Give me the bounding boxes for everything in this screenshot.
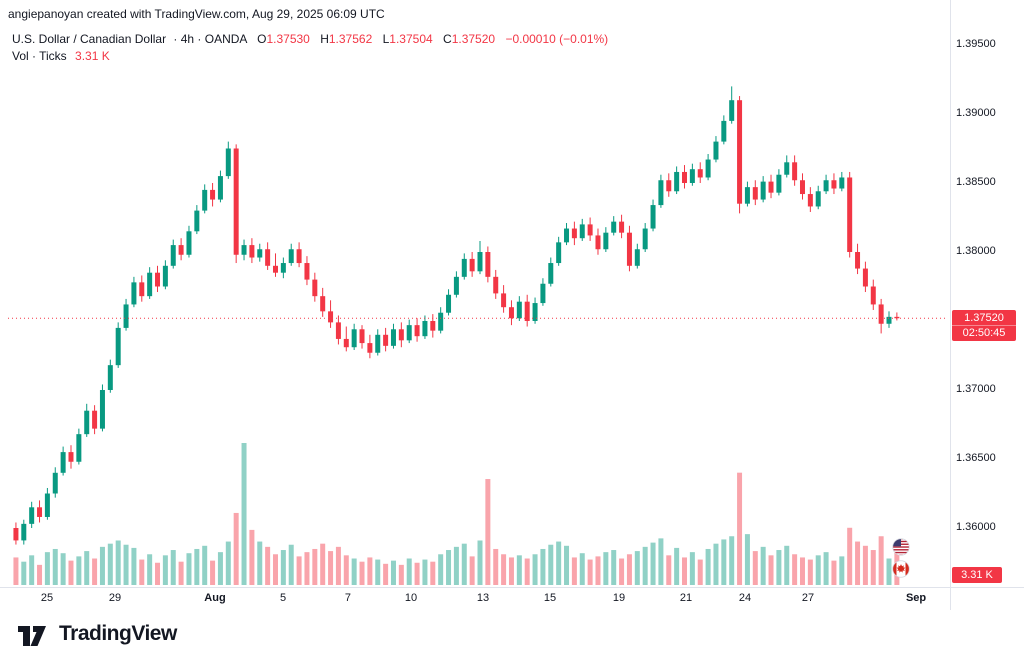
open-label: O [257, 32, 267, 46]
price-axis-label: 1.39000 [956, 107, 996, 119]
legend-line-volume: Vol · Ticks 3.31 K [12, 48, 608, 65]
price-axis-label: 1.36500 [956, 452, 996, 464]
price-axis-label: 1.39500 [956, 38, 996, 50]
time-axis-label: 19 [612, 592, 626, 604]
last-price-value: 1.37520 [964, 312, 1004, 325]
usd-flag-icon [892, 538, 910, 561]
price-scale[interactable]: 1.395001.390001.385001.380001.375001.370… [950, 0, 1024, 610]
symbol-title[interactable]: U.S. Dollar / Canadian Dollar [12, 32, 167, 46]
time-axis-label: 7 [344, 592, 352, 604]
price-axis-label: 1.38500 [956, 176, 996, 188]
high-label: H [320, 32, 329, 46]
time-axis-label: 15 [543, 592, 557, 604]
attribution-text: angiepanoyan created with TradingView.co… [8, 7, 385, 21]
time-scale[interactable]: 25 29 Aug 5 7 10 13 15 19 21 24 27 Sep [0, 588, 1024, 612]
bar-countdown: 02:50:45 [952, 325, 1016, 341]
tradingview-logo-text: TradingView [59, 622, 177, 645]
volume-value: 3.31 K [75, 49, 110, 63]
price-axis-label: 1.36000 [956, 521, 996, 533]
volume-label: Vol · Ticks [12, 49, 67, 63]
time-axis-label: 13 [476, 592, 490, 604]
tradingview-logo[interactable]: TradingView [16, 620, 177, 648]
time-axis-label: 29 [108, 592, 122, 604]
time-axis-label: 21 [679, 592, 693, 604]
symbol-meta: · 4h · OANDA [173, 32, 247, 46]
high-value: 1.37562 [328, 32, 373, 46]
cad-flag-icon [892, 560, 910, 583]
volume-axis-badge: 3.31 K [952, 567, 1002, 583]
low-value: 1.37504 [389, 32, 433, 46]
open-value: 1.37530 [266, 32, 310, 46]
legend-line-symbol: U.S. Dollar / Canadian Dollar · 4h · OAN… [12, 31, 608, 48]
time-axis-label: 25 [40, 592, 54, 604]
close-value: 1.37520 [451, 32, 496, 46]
change-value: −0.00010 (−0.01%) [505, 32, 609, 46]
time-axis-label: Sep [905, 592, 927, 604]
price-axis-label: 1.38000 [956, 245, 996, 257]
time-axis-label: 27 [801, 592, 815, 604]
price-axis-label: 1.37000 [956, 383, 996, 395]
time-axis-label: 24 [738, 592, 752, 604]
low-label: L [382, 32, 390, 46]
last-price-badge: 1.37520 02:50:45 [952, 310, 1016, 342]
time-axis-label: 10 [404, 592, 418, 604]
close-label: C [443, 32, 452, 46]
chart-legend: U.S. Dollar / Canadian Dollar · 4h · OAN… [12, 31, 608, 65]
tradingview-logo-icon [18, 626, 46, 646]
time-axis-label: 5 [279, 592, 287, 604]
time-axis-label: Aug [204, 592, 226, 604]
